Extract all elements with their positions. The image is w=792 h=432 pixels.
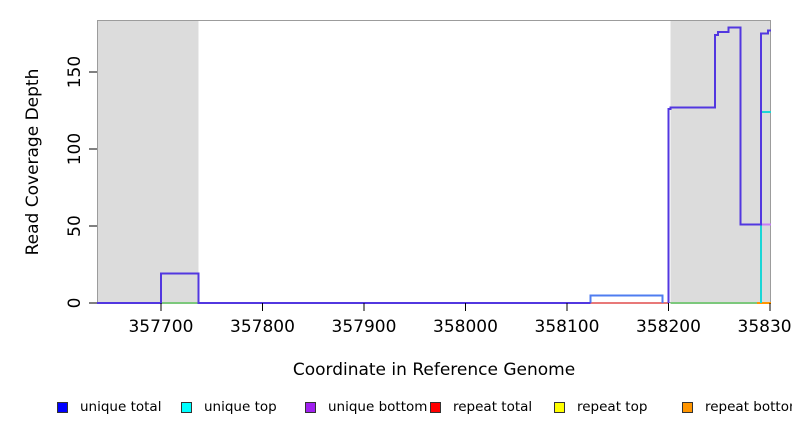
y-tick-label: 100 [65, 133, 85, 165]
x-tick-label: 358200 [636, 317, 701, 337]
legend-label: unique total [80, 399, 162, 415]
series-unique-main-right-line [667, 26, 771, 303]
series-unique-total-step-line [589, 294, 664, 303]
x-tick-label: 357700 [128, 317, 193, 337]
x-tick-label: 357900 [332, 317, 397, 337]
legend-label: repeat bottom [705, 399, 792, 415]
y-tick-label: 0 [65, 298, 85, 309]
legend-swatch-icon [57, 401, 68, 413]
legend-item-repeat-top: repeat top [554, 398, 647, 416]
y-tick-label: 150 [65, 56, 85, 88]
legend-swatch-icon [554, 401, 565, 413]
y-axis-title: Read Coverage Depth [23, 68, 43, 256]
y-tick-label: 50 [65, 215, 85, 237]
legend-swatch-icon [181, 401, 192, 413]
legend-item-unique-bottom: unique bottom [305, 398, 427, 416]
legend-swatch-icon [305, 401, 316, 413]
legend-label: unique bottom [328, 399, 428, 415]
legend-item-unique-total: unique total [57, 398, 161, 416]
legend-swatch-icon [682, 401, 693, 413]
series-unique-main-left-line [97, 272, 591, 304]
legend-item-repeat-total: repeat total [430, 398, 532, 416]
x-axis-title: Coordinate in Reference Genome [292, 360, 576, 380]
repeat-region [670, 20, 771, 303]
repeat-region [97, 20, 199, 303]
legend-swatch-icon [430, 401, 441, 413]
legend-label: unique top [204, 399, 277, 415]
legend-item-unique-top: unique top [181, 398, 277, 416]
chart-legend: unique total unique top unique bottom repea… [57, 398, 792, 416]
x-tick-label: 357800 [230, 317, 295, 337]
legend-item-repeat-bottom: repeat bottom [682, 398, 792, 416]
x-tick-label: 358100 [535, 317, 600, 337]
legend-label: repeat top [577, 399, 648, 415]
legend-label: repeat total [453, 399, 533, 415]
x-tick-label: 358000 [433, 317, 498, 337]
